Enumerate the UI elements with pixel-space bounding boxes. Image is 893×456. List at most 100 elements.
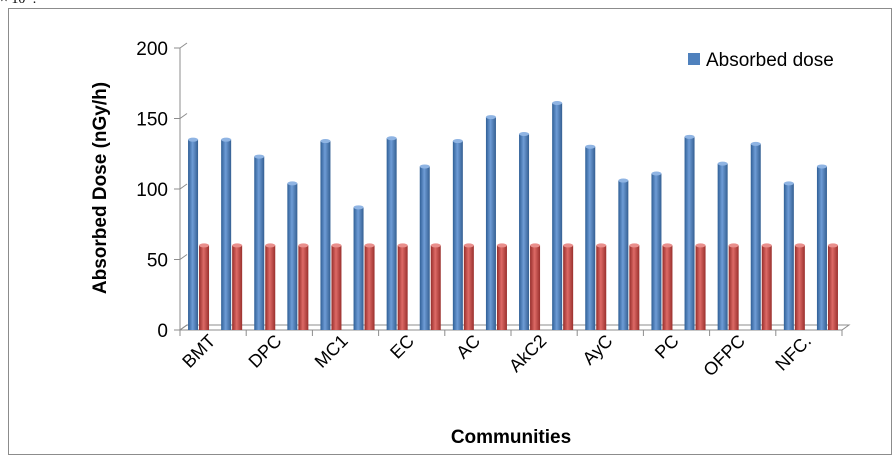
bar-top-reference <box>629 243 640 248</box>
bar-top-reference <box>331 243 342 248</box>
bar-top-absorbed-dose <box>651 171 662 176</box>
bar-top-absorbed-dose <box>254 154 265 159</box>
bar-top-absorbed-dose <box>585 144 596 149</box>
chart-floor <box>178 324 851 331</box>
y-tick-label: 0 <box>157 321 168 342</box>
bar-reference <box>827 245 838 330</box>
bar-top-absorbed-dose <box>750 141 761 146</box>
bar-reference <box>728 245 739 330</box>
bar-absorbed-dose <box>221 139 232 330</box>
bar-top-reference <box>728 243 739 248</box>
bar-reference <box>794 245 805 330</box>
y-tick-label: 200 <box>136 39 168 60</box>
x-tick-label: MC1 <box>311 331 352 372</box>
bar-top-absorbed-dose <box>188 137 199 142</box>
bar-absorbed-dose <box>386 138 397 330</box>
legend: Absorbed dose <box>688 50 834 71</box>
bar-top-reference <box>496 243 507 248</box>
bar-absorbed-dose <box>320 141 331 330</box>
bar-top-reference <box>596 243 607 248</box>
bar-reference <box>662 245 673 330</box>
bar-absorbed-dose <box>783 183 794 330</box>
bar-top-absorbed-dose <box>519 132 530 137</box>
y-tick-depth <box>179 324 188 331</box>
legend-swatch <box>688 53 700 65</box>
bar-top-reference <box>397 243 408 248</box>
bar-reference <box>596 245 607 330</box>
bar-absorbed-dose <box>452 141 463 330</box>
bar-reference <box>265 245 276 330</box>
bar-top-absorbed-dose <box>452 139 463 144</box>
bar-reference <box>761 245 772 330</box>
bar-top-absorbed-dose <box>684 134 695 139</box>
bar-top-absorbed-dose <box>419 164 430 169</box>
bar-reference <box>496 245 507 330</box>
bar-top-reference <box>463 243 474 248</box>
x-tick-label: PC <box>651 331 683 363</box>
bar-reference <box>530 245 541 330</box>
bar-absorbed-dose <box>419 166 430 330</box>
bar-top-reference <box>563 243 574 248</box>
x-tick-label: NFC. <box>771 331 815 375</box>
bar-absorbed-dose <box>750 143 761 330</box>
bar-absorbed-dose <box>188 139 199 330</box>
bar-absorbed-dose <box>287 183 298 330</box>
bar-absorbed-dose <box>552 102 563 331</box>
bar-absorbed-dose <box>485 117 496 330</box>
bar-top-reference <box>530 243 541 248</box>
bars-layer <box>188 100 838 331</box>
bar-absorbed-dose <box>618 180 629 330</box>
bar-reference <box>397 245 408 330</box>
bar-reference <box>430 245 441 330</box>
bar-top-reference <box>298 243 309 248</box>
header-fragment: × 10⁻. <box>0 0 36 8</box>
bar-top-absorbed-dose <box>552 100 563 105</box>
bar-absorbed-dose <box>684 136 695 330</box>
y-tick-depth <box>179 254 188 260</box>
bar-top-absorbed-dose <box>717 161 728 166</box>
bar-reference <box>364 245 375 330</box>
bar-absorbed-dose <box>717 163 728 330</box>
bar-absorbed-dose <box>816 166 827 330</box>
labels-layer: 0 50 100 150 200 BMT DPC MC1 EC AC AkC2 AyC PC OFPC NF… <box>90 39 815 448</box>
y-tick-label: 50 <box>147 251 168 272</box>
x-axis-title: Communities <box>451 427 571 448</box>
y-axis-title: Absorbed Dose (nGy/h) <box>90 82 111 294</box>
bar-top-absorbed-dose <box>287 181 298 186</box>
bar-top-reference <box>662 243 673 248</box>
bar-top-reference <box>695 243 706 248</box>
bar-top-reference <box>232 243 243 248</box>
bar-top-reference <box>199 243 210 248</box>
bar-reference <box>563 245 574 330</box>
bar-reference <box>629 245 640 330</box>
bar-top-reference <box>364 243 375 248</box>
bar-top-absorbed-dose <box>783 181 794 186</box>
x-tick-label: DPC <box>245 331 286 372</box>
bar-reference <box>463 245 474 330</box>
y-tick-depth <box>179 113 188 119</box>
bar-reference <box>232 245 243 330</box>
chart-frame <box>8 8 892 455</box>
bar-top-reference <box>761 243 772 248</box>
bar-absorbed-dose <box>254 156 265 330</box>
bar-absorbed-dose <box>519 134 530 330</box>
x-tick-label: AC <box>452 331 484 363</box>
y-tick-label: 150 <box>136 110 168 131</box>
bar-absorbed-dose <box>585 146 596 330</box>
x-tick-label: AyC <box>579 331 617 369</box>
legend-label: Absorbed dose <box>706 50 834 71</box>
bar-reference <box>298 245 309 330</box>
bar-top-reference <box>430 243 441 248</box>
x-tick-label: BMT <box>178 331 219 372</box>
bar-reference <box>199 245 210 330</box>
bar-top-reference <box>265 243 276 248</box>
x-tick-label: OFPC <box>699 331 749 381</box>
bar-top-reference <box>827 243 838 248</box>
y-tick-label: 100 <box>136 180 168 201</box>
bar-top-absorbed-dose <box>618 178 629 183</box>
bar-top-absorbed-dose <box>816 164 827 169</box>
bar-top-absorbed-dose <box>485 115 496 120</box>
bar-reference <box>331 245 342 330</box>
bar-reference <box>695 245 706 330</box>
